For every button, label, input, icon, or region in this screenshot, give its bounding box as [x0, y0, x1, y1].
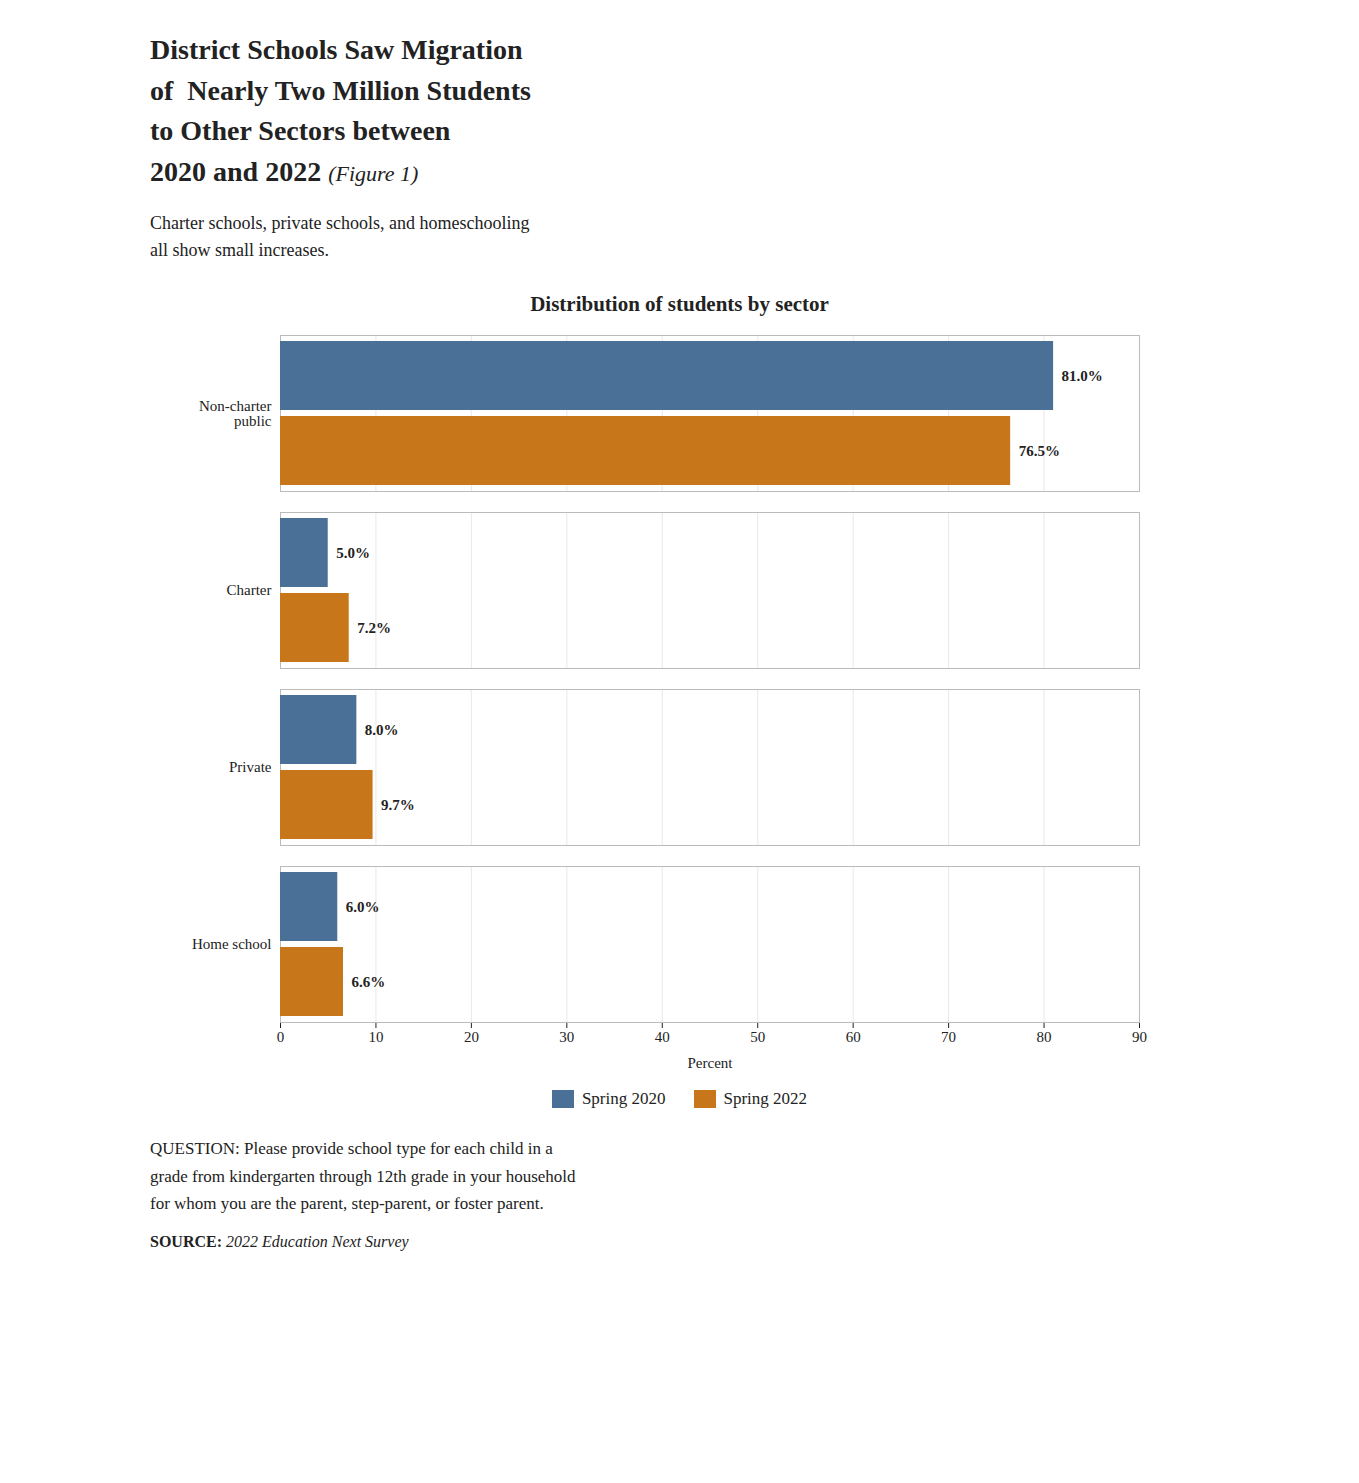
svg-text:Non-charterpublic: Non-charterpublic	[199, 398, 272, 429]
html-text:SOURCE: 2022 Education Next Su: SOURCE: 2022 Education Next Survey	[150, 1232, 409, 1250]
svg-text:70: 70	[941, 1030, 956, 1046]
svg-text:Charter: Charter	[227, 583, 272, 599]
svg-text:5.0%: 5.0%	[336, 545, 370, 561]
svg-text:9.7%: 9.7%	[381, 797, 415, 813]
svg-text:76.5%: 76.5%	[1019, 443, 1060, 459]
html-text:Spring 2020: Spring 2020	[581, 1089, 666, 1109]
html-text:District Schools Saw Migration: District Schools Saw Migration of Nearly…	[150, 34, 531, 187]
svg-text:Private: Private	[229, 760, 272, 776]
svg-text:8.0%: 8.0%	[365, 722, 399, 738]
html-text:Charter schools, private schoo: Charter schools, private schools, and ho…	[150, 213, 530, 261]
svg-text:30: 30	[559, 1030, 574, 1046]
svg-text:6.0%: 6.0%	[346, 899, 380, 915]
svg-text:10: 10	[368, 1030, 383, 1046]
svg-text:7.2%: 7.2%	[357, 620, 391, 636]
svg-text:6.6%: 6.6%	[351, 974, 385, 990]
svg-text:81.0%: 81.0%	[1062, 368, 1103, 384]
html-text:Distribution of students by se: Distribution of students by sector	[530, 292, 829, 317]
html-text:QUESTION: Please provide schoo: QUESTION: Please provide school type for…	[150, 1139, 576, 1213]
html-text:Spring 2022: Spring 2022	[723, 1089, 808, 1109]
svg-text:40: 40	[655, 1030, 670, 1046]
svg-text:Home school: Home school	[192, 937, 272, 953]
svg-text:0: 0	[277, 1030, 285, 1046]
svg-text:Percent: Percent	[688, 1055, 734, 1071]
svg-text:50: 50	[750, 1030, 765, 1046]
svg-text:90: 90	[1132, 1030, 1147, 1046]
svg-text:20: 20	[464, 1030, 479, 1046]
svg-text:60: 60	[846, 1030, 861, 1046]
svg-text:80: 80	[1037, 1030, 1052, 1046]
